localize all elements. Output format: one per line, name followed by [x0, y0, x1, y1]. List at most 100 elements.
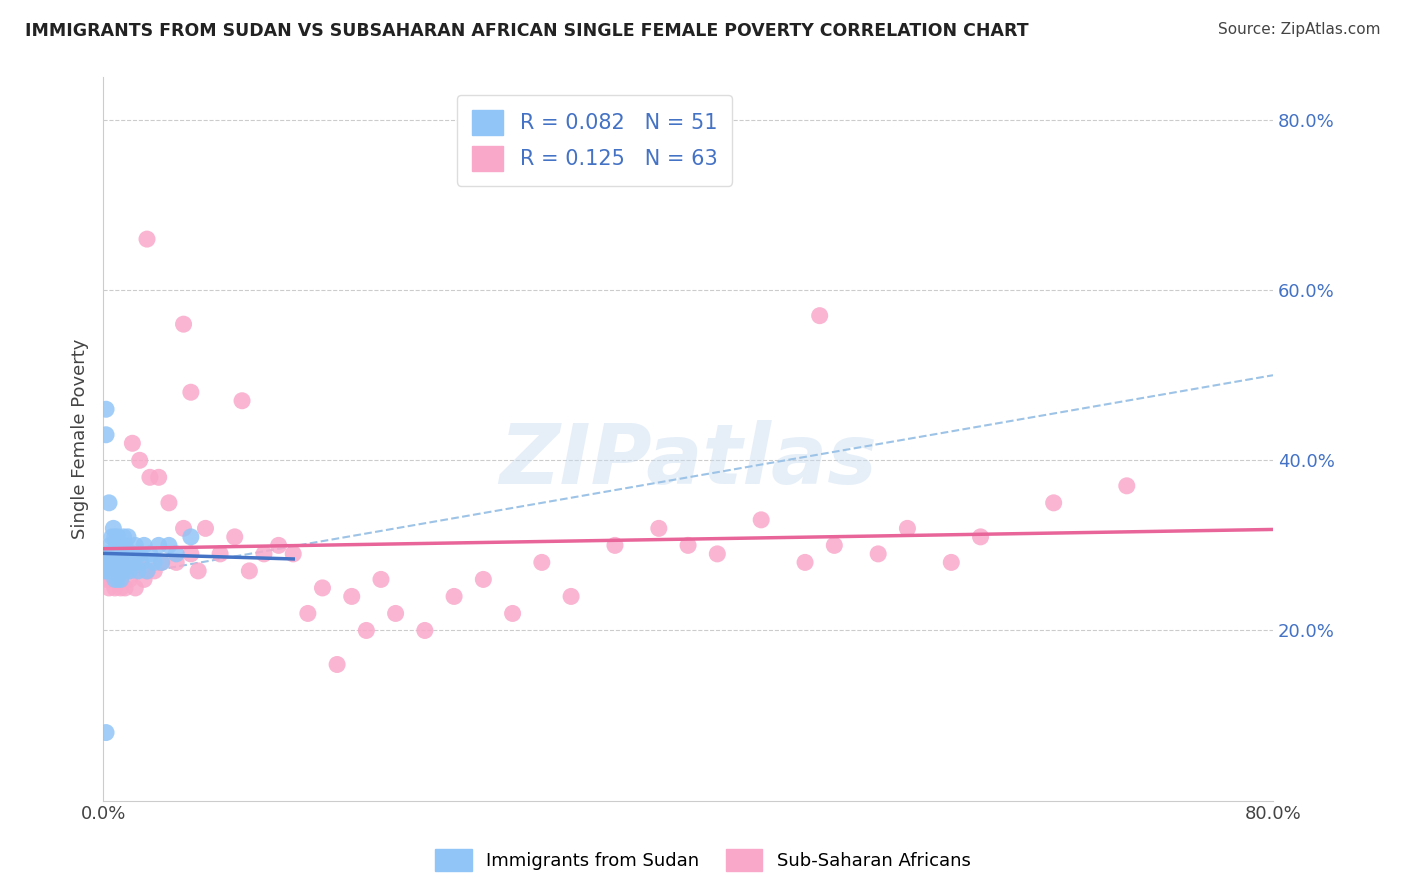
Point [173, 521, 195, 535]
Point [108, 564, 131, 578]
Point [101, 530, 124, 544]
Point [101, 573, 124, 587]
Point [749, 513, 772, 527]
Legend: R = 0.082   N = 51, R = 0.125   N = 63: R = 0.082 N = 51, R = 0.125 N = 63 [457, 95, 733, 186]
Point [127, 564, 149, 578]
Point [603, 538, 626, 552]
Point [148, 470, 170, 484]
Point [165, 555, 187, 569]
Point [101, 555, 124, 569]
Point [326, 657, 349, 672]
Point [108, 538, 131, 552]
Point [114, 581, 136, 595]
Point [107, 573, 129, 587]
Point [112, 530, 135, 544]
Point [98, 581, 121, 595]
Point [173, 317, 195, 331]
Point [706, 547, 728, 561]
Point [100, 538, 122, 552]
Point [136, 232, 159, 246]
Point [194, 521, 217, 535]
Text: ZIPatlas: ZIPatlas [499, 420, 877, 501]
Point [129, 555, 152, 569]
Point [165, 547, 187, 561]
Point [93, 564, 115, 578]
Point [111, 538, 134, 552]
Point [136, 564, 159, 578]
Point [118, 573, 141, 587]
Point [128, 555, 150, 569]
Point [267, 538, 290, 552]
Point [868, 547, 890, 561]
Point [114, 538, 136, 552]
Point [157, 538, 180, 552]
Point [530, 555, 553, 569]
Point [180, 385, 202, 400]
Point [96, 555, 118, 569]
Point [115, 555, 138, 569]
Point [969, 530, 991, 544]
Point [105, 564, 128, 578]
Point [823, 538, 845, 552]
Point [128, 453, 150, 467]
Point [370, 573, 392, 587]
Point [502, 607, 524, 621]
Point [124, 581, 146, 595]
Point [253, 547, 276, 561]
Point [472, 573, 495, 587]
Point [121, 547, 143, 561]
Point [117, 530, 139, 544]
Point [122, 555, 145, 569]
Point [100, 564, 122, 578]
Point [112, 555, 135, 569]
Point [139, 547, 162, 561]
Point [100, 564, 122, 578]
Point [104, 530, 127, 544]
Point [114, 564, 136, 578]
Point [98, 555, 121, 569]
Point [676, 538, 699, 552]
Point [103, 547, 125, 561]
Point [238, 564, 260, 578]
Point [209, 547, 232, 561]
Point [143, 555, 166, 569]
Point [103, 555, 125, 569]
Point [110, 581, 132, 595]
Point [356, 624, 378, 638]
Point [150, 555, 173, 569]
Point [187, 564, 209, 578]
Point [180, 547, 202, 561]
Point [121, 436, 143, 450]
Point [794, 555, 817, 569]
Point [896, 521, 918, 535]
Point [340, 590, 363, 604]
Point [107, 555, 129, 569]
Point [111, 564, 134, 578]
Point [132, 573, 155, 587]
Point [94, 402, 117, 417]
Point [132, 538, 155, 552]
Point [148, 538, 170, 552]
Point [443, 590, 465, 604]
Point [94, 725, 117, 739]
Point [283, 547, 305, 561]
Point [224, 530, 246, 544]
Point [104, 573, 127, 587]
Point [103, 564, 125, 578]
Point [1115, 479, 1137, 493]
Point [105, 538, 128, 552]
Point [231, 393, 253, 408]
Point [93, 564, 115, 578]
Point [94, 427, 117, 442]
Point [94, 573, 117, 587]
Point [98, 496, 121, 510]
Point [560, 590, 582, 604]
Point [150, 555, 173, 569]
Point [648, 521, 671, 535]
Point [115, 555, 138, 569]
Point [143, 564, 166, 578]
Point [1042, 496, 1064, 510]
Point [297, 607, 319, 621]
Point [118, 564, 141, 578]
Point [96, 564, 118, 578]
